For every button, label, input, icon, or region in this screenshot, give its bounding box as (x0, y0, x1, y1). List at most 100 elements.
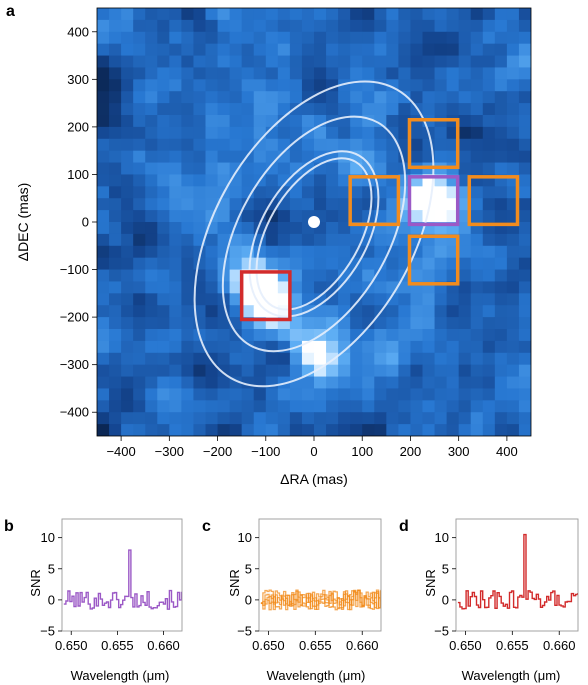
heatmap-cell (217, 424, 231, 436)
heatmap-cell (289, 400, 303, 413)
heatmap-cell (422, 8, 436, 21)
heatmap-cell (314, 424, 327, 436)
heatmap-cell (506, 126, 520, 140)
heatmap-cell (289, 281, 303, 294)
heatmap-cell (229, 281, 243, 294)
heatmap-cell (470, 91, 484, 104)
heatmap-cell (193, 376, 207, 390)
heatmap-cell (205, 186, 219, 199)
heatmap-cell (350, 210, 363, 223)
heatmap-cell (326, 31, 339, 45)
heatmap-cell (410, 150, 424, 164)
heatmap-cell (410, 293, 424, 306)
heatmap-cell (386, 269, 399, 283)
heatmap-cell (121, 340, 134, 354)
heatmap-cell (217, 138, 231, 152)
heatmap-cell (181, 400, 195, 413)
heatmap-cell (350, 31, 363, 45)
heatmap-cell (362, 305, 375, 318)
heatmap-cell (289, 150, 303, 164)
heatmap-cell (97, 388, 110, 401)
heatmap-cell (410, 55, 424, 69)
heatmap-cell (109, 388, 122, 401)
heatmap-cell (506, 79, 520, 92)
heatmap-cell (145, 233, 158, 247)
heatmap-cell (362, 198, 375, 211)
heatmap-cell (326, 412, 339, 425)
heatmap-cell (157, 281, 170, 294)
heatmap-cell (446, 424, 460, 436)
heatmap-cell (169, 364, 182, 378)
heatmap-cell (145, 352, 158, 366)
heatmap-cell (494, 8, 508, 21)
heatmap-cell (458, 115, 472, 128)
heatmap-cell (494, 31, 508, 45)
heatmap-cell (434, 186, 448, 199)
heatmap-cell (157, 352, 170, 366)
heatmap-cell (289, 19, 303, 33)
heatmap-cell (217, 43, 231, 57)
heatmap-cell (386, 424, 399, 436)
heatmap-cell (470, 138, 484, 152)
heatmap-cell (253, 424, 267, 436)
heatmap-cell (169, 79, 182, 92)
heatmap-cell (253, 305, 267, 318)
spectrum-trace (457, 533, 578, 610)
heatmap-cell (193, 412, 207, 425)
heatmap-cell (193, 19, 207, 33)
heatmap-cell (217, 388, 231, 401)
heatmap-cell (181, 43, 195, 57)
heatmap-cell (422, 400, 436, 413)
heatmap-cell (338, 138, 351, 152)
heatmap-cell (109, 162, 122, 176)
heatmap-cell (253, 67, 267, 80)
heatmap-cell (338, 186, 351, 199)
heatmap-cell (205, 376, 219, 390)
heatmap-cell (265, 388, 279, 401)
heatmap-cell (205, 115, 219, 128)
heatmap-cell (470, 305, 484, 318)
heatmap-cell (109, 103, 122, 116)
heatmap-cell (422, 293, 436, 306)
heatmap-cell (314, 281, 327, 294)
heatmap-cell (338, 67, 351, 80)
heatmap-cell (145, 138, 158, 152)
heatmap-cell (277, 424, 291, 436)
heatmap-cell (109, 340, 122, 354)
heatmap-cell (193, 400, 207, 413)
heatmap-cell (145, 388, 158, 401)
heatmap-cell (265, 424, 279, 436)
heatmap-cell (338, 376, 351, 390)
heatmap-cell (374, 79, 387, 92)
heatmap-cell (494, 305, 508, 318)
heatmap-cell (181, 31, 195, 45)
heatmap-cell (458, 150, 472, 164)
heatmap-cell (277, 67, 291, 80)
x-tick-label: 0.650 (449, 638, 482, 653)
heatmap-cell (121, 198, 134, 211)
heatmap-cell (277, 198, 291, 211)
heatmap-cell (145, 8, 158, 21)
heatmap-cell (422, 352, 436, 366)
heatmap-cell (157, 388, 170, 401)
heatmap-cell (157, 91, 170, 104)
heatmap-cell (277, 400, 291, 413)
panel-label-d: d (399, 518, 409, 535)
heatmap-cell (518, 376, 531, 390)
heatmap-cell (265, 79, 279, 92)
heatmap-cell (265, 376, 279, 390)
heatmap-cell (157, 210, 170, 223)
heatmap-cell (169, 210, 182, 223)
heatmap-cell (253, 329, 267, 342)
heatmap-cell (386, 317, 399, 330)
heatmap-cell (289, 186, 303, 199)
heatmap-cell (109, 376, 122, 390)
heatmap-cell (289, 126, 303, 140)
heatmap-cell (506, 352, 520, 366)
heatmap-cell (193, 186, 207, 199)
heatmap-cell (265, 257, 279, 271)
heatmap-cell (301, 424, 315, 436)
heatmap-cell (133, 79, 146, 92)
heatmap-cell (518, 79, 531, 92)
heatmap-cell (157, 150, 170, 164)
